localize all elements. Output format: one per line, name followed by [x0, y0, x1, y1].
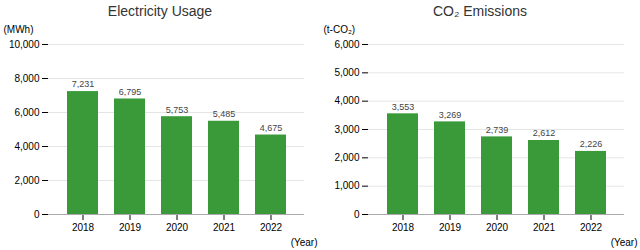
- svg-text:2,612: 2,612: [533, 128, 556, 138]
- svg-text:8,000: 8,000: [14, 73, 39, 84]
- svg-text:2,739: 2,739: [486, 125, 509, 135]
- svg-text:3,269: 3,269: [439, 110, 462, 120]
- svg-text:5,753: 5,753: [166, 105, 189, 115]
- svg-text:(Year): (Year): [291, 237, 318, 248]
- svg-text:2022: 2022: [260, 222, 283, 233]
- svg-text:2,000: 2,000: [14, 175, 39, 186]
- svg-text:2021: 2021: [533, 222, 556, 233]
- svg-text:2021: 2021: [213, 222, 236, 233]
- svg-text:6,000: 6,000: [14, 107, 39, 118]
- svg-text:5,485: 5,485: [213, 109, 236, 119]
- svg-text:0: 0: [354, 209, 360, 220]
- svg-text:6,795: 6,795: [119, 87, 142, 97]
- svg-text:2019: 2019: [119, 222, 142, 233]
- svg-text:0: 0: [34, 209, 40, 220]
- svg-text:2018: 2018: [392, 222, 415, 233]
- svg-text:(t-CO₂): (t-CO₂): [324, 24, 356, 35]
- svg-text:4,000: 4,000: [334, 95, 359, 106]
- svg-text:3,553: 3,553: [392, 102, 415, 112]
- svg-text:4,675: 4,675: [260, 123, 283, 133]
- svg-text:10,000: 10,000: [9, 39, 40, 50]
- svg-text:2,000: 2,000: [334, 152, 359, 163]
- svg-text:2019: 2019: [439, 222, 462, 233]
- svg-text:2022: 2022: [580, 222, 603, 233]
- svg-text:6,000: 6,000: [334, 39, 359, 50]
- svg-text:5,000: 5,000: [334, 67, 359, 78]
- svg-text:4,000: 4,000: [14, 141, 39, 152]
- svg-text:2,226: 2,226: [580, 139, 603, 149]
- svg-text:2020: 2020: [166, 222, 189, 233]
- svg-text:(Year): (Year): [611, 237, 638, 248]
- svg-text:2018: 2018: [72, 222, 95, 233]
- svg-text:(MWh): (MWh): [4, 24, 34, 35]
- svg-text:3,000: 3,000: [334, 124, 359, 135]
- svg-text:2020: 2020: [486, 222, 509, 233]
- svg-text:1,000: 1,000: [334, 180, 359, 191]
- html-text:Electricity Usage: Electricity Usage: [107, 3, 213, 19]
- svg-text:7,231: 7,231: [72, 79, 95, 89]
- html-text:CO₂ Emissions: CO₂ Emissions: [432, 3, 528, 19]
